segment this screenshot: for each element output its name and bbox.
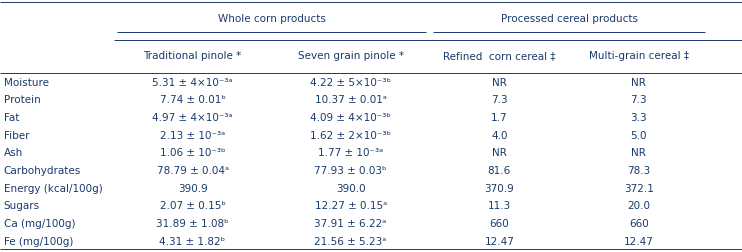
Text: 390.9: 390.9	[177, 183, 208, 193]
Text: 390.0: 390.0	[336, 183, 365, 193]
Text: 1.77 ± 10⁻³ᵃ: 1.77 ± 10⁻³ᵃ	[318, 148, 383, 158]
Text: 372.1: 372.1	[624, 183, 654, 193]
Text: 370.9: 370.9	[485, 183, 514, 193]
Text: Whole corn products: Whole corn products	[217, 14, 326, 24]
Text: Traditional pinole *: Traditional pinole *	[143, 51, 242, 61]
Text: 21.56 ± 5.23ᵃ: 21.56 ± 5.23ᵃ	[315, 236, 387, 246]
Text: 78.79 ± 0.04ᵃ: 78.79 ± 0.04ᵃ	[157, 165, 229, 175]
Text: Fat: Fat	[4, 112, 19, 122]
Text: 660: 660	[490, 218, 509, 228]
Text: NR: NR	[631, 77, 646, 87]
Text: 1.7: 1.7	[491, 112, 508, 122]
Text: 4.22 ± 5×10⁻³ᵇ: 4.22 ± 5×10⁻³ᵇ	[310, 77, 391, 87]
Text: 5.0: 5.0	[631, 130, 647, 140]
Text: NR: NR	[631, 148, 646, 158]
Text: Carbohydrates: Carbohydrates	[4, 165, 81, 175]
Text: 10.37 ± 0.01ᵃ: 10.37 ± 0.01ᵃ	[315, 95, 387, 105]
Text: Fe (mg/100g): Fe (mg/100g)	[4, 236, 73, 246]
Text: 2.13 ± 10⁻³ᵃ: 2.13 ± 10⁻³ᵃ	[160, 130, 225, 140]
Text: Fiber: Fiber	[4, 130, 29, 140]
Text: 7.74 ± 0.01ᵇ: 7.74 ± 0.01ᵇ	[160, 95, 226, 105]
Text: 2.07 ± 0.15ᵇ: 2.07 ± 0.15ᵇ	[160, 201, 226, 210]
Text: 77.93 ± 0.03ᵇ: 77.93 ± 0.03ᵇ	[315, 165, 387, 175]
Text: Sugars: Sugars	[4, 201, 40, 210]
Text: Multi-grain cereal ‡: Multi-grain cereal ‡	[589, 51, 689, 61]
Text: 4.97 ± 4×10⁻³ᵃ: 4.97 ± 4×10⁻³ᵃ	[152, 112, 233, 122]
Text: 78.3: 78.3	[627, 165, 651, 175]
Text: 12.47: 12.47	[485, 236, 514, 246]
Text: NR: NR	[492, 77, 507, 87]
Text: 31.89 ± 1.08ᵇ: 31.89 ± 1.08ᵇ	[157, 218, 229, 228]
Text: 4.31 ± 1.82ᵇ: 4.31 ± 1.82ᵇ	[160, 236, 226, 246]
Text: Ash: Ash	[4, 148, 23, 158]
Text: 20.0: 20.0	[628, 201, 650, 210]
Text: Ca (mg/100g): Ca (mg/100g)	[4, 218, 75, 228]
Text: NR: NR	[492, 148, 507, 158]
Text: 1.62 ± 2×10⁻³ᵇ: 1.62 ± 2×10⁻³ᵇ	[310, 130, 391, 140]
Text: 3.3: 3.3	[631, 112, 647, 122]
Text: Processed cereal products: Processed cereal products	[501, 14, 637, 24]
Text: 11.3: 11.3	[487, 201, 511, 210]
Text: Moisture: Moisture	[4, 77, 49, 87]
Text: 81.6: 81.6	[487, 165, 511, 175]
Text: 4.09 ± 4×10⁻³ᵇ: 4.09 ± 4×10⁻³ᵇ	[310, 112, 391, 122]
Text: Refined  corn cereal ‡: Refined corn cereal ‡	[443, 51, 556, 61]
Text: 12.47: 12.47	[624, 236, 654, 246]
Text: 1.06 ± 10⁻³ᵇ: 1.06 ± 10⁻³ᵇ	[160, 148, 226, 158]
Text: 7.3: 7.3	[491, 95, 508, 105]
Text: 5.31 ± 4×10⁻³ᵃ: 5.31 ± 4×10⁻³ᵃ	[152, 77, 233, 87]
Text: 660: 660	[629, 218, 649, 228]
Text: Seven grain pinole *: Seven grain pinole *	[298, 51, 404, 61]
Text: Protein: Protein	[4, 95, 41, 105]
Text: 12.27 ± 0.15ᵃ: 12.27 ± 0.15ᵃ	[315, 201, 387, 210]
Text: 7.3: 7.3	[631, 95, 647, 105]
Text: 37.91 ± 6.22ᵃ: 37.91 ± 6.22ᵃ	[315, 218, 387, 228]
Text: 4.0: 4.0	[491, 130, 508, 140]
Text: Energy (kcal/100g): Energy (kcal/100g)	[4, 183, 102, 193]
